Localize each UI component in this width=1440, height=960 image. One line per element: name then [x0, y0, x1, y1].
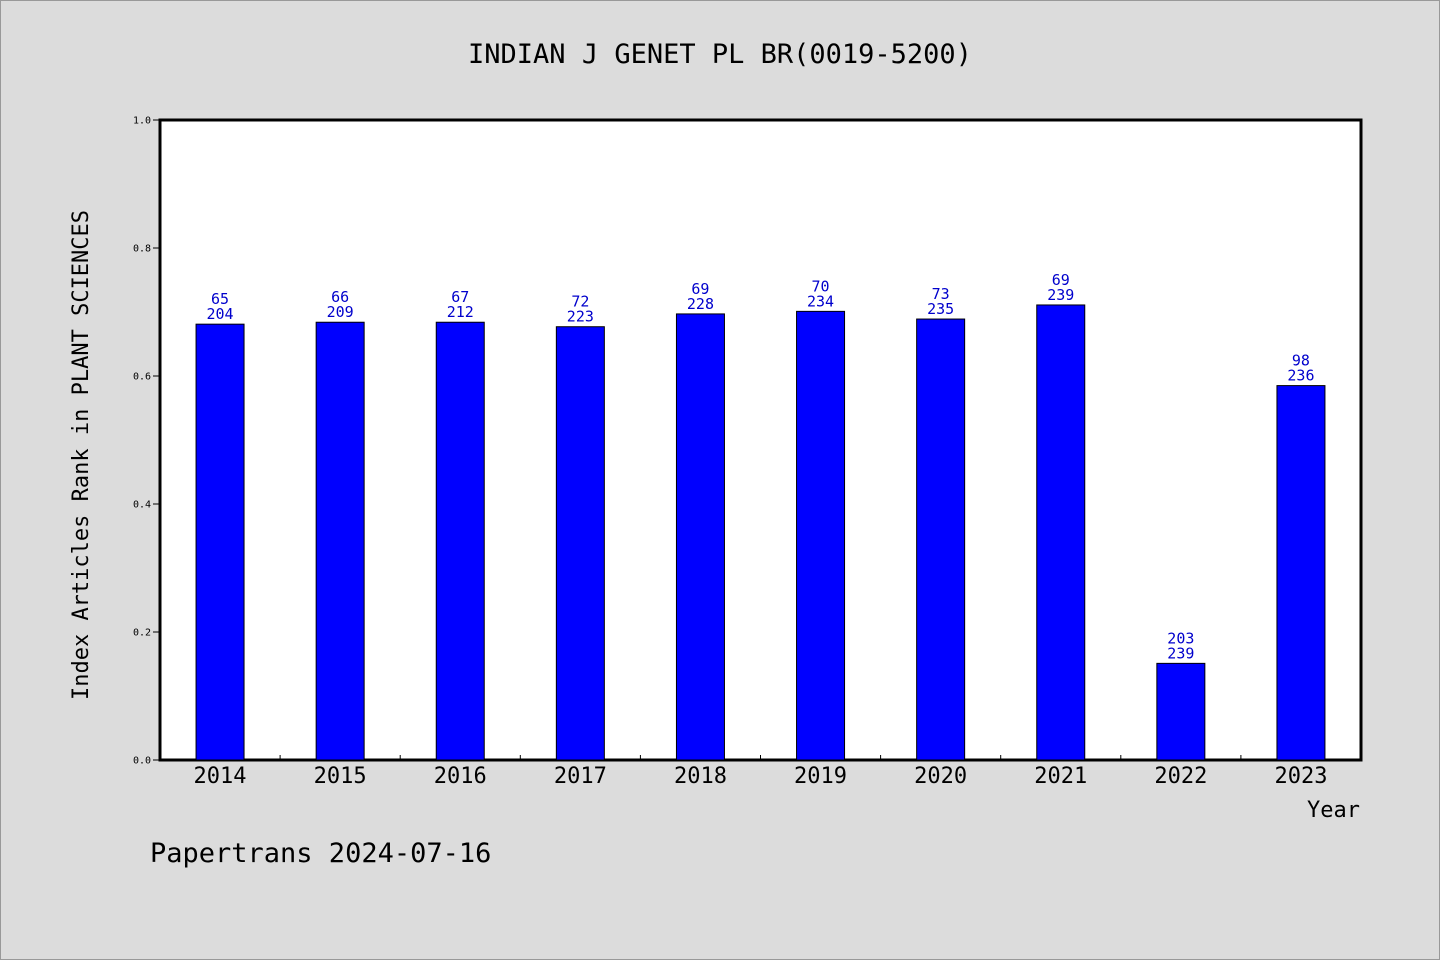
bar: [916, 318, 966, 761]
bar-rank-label: 203: [1167, 629, 1194, 647]
bar-rank-label: 98: [1292, 352, 1310, 370]
bar-rank-label: 69: [1052, 271, 1070, 289]
x-tick-label: 2018: [674, 764, 727, 789]
bar-total-label: 204: [207, 305, 234, 323]
y-tick-label: 0.4: [133, 500, 151, 511]
bar: [195, 323, 245, 761]
x-tick-label: 2016: [434, 764, 487, 789]
y-axis-label: Index Articles Rank in PLANT SCIENCES: [69, 210, 94, 700]
x-axis-label: Year: [1307, 798, 1360, 823]
bar-total-label: 228: [687, 295, 714, 313]
bar-total-label: 239: [1167, 644, 1194, 662]
x-tick-label: 2021: [1034, 764, 1087, 789]
bar-total-label: 212: [447, 303, 474, 321]
x-tick-label: 2023: [1274, 764, 1327, 789]
bar-total-label: 236: [1287, 367, 1314, 385]
bar-total-label: 234: [807, 292, 834, 310]
bar-total-label: 209: [327, 303, 354, 321]
y-tick-label: 0.2: [133, 628, 151, 639]
bar-rank-label: 66: [331, 288, 349, 306]
bar: [435, 321, 485, 761]
chart-title: INDIAN J GENET PL BR(0019-5200): [468, 39, 972, 70]
x-tick-label: 2014: [194, 764, 247, 789]
x-tick-label: 2022: [1154, 764, 1207, 789]
y-tick-label: 1.0: [133, 116, 151, 127]
footer-text: Papertrans 2024-07-16: [150, 838, 491, 869]
x-tick-label: 2015: [314, 764, 367, 789]
x-axis: 2014 2015 2016 2017 2018 2019 2020 2021 2022 2023: [194, 755, 1327, 789]
bar-rank-label: 72: [571, 293, 589, 311]
bar-series: [195, 304, 1326, 761]
bar: [1156, 662, 1206, 761]
bar-total-label: 235: [927, 300, 954, 318]
bar-rank-label: 67: [451, 288, 469, 306]
bar: [1276, 385, 1326, 761]
x-tick-label: 2020: [914, 764, 967, 789]
bar: [796, 310, 846, 761]
bar-total-label: 239: [1047, 286, 1074, 304]
bar-rank-label: 69: [691, 280, 709, 298]
bar-rank-label: 73: [932, 285, 950, 303]
bar: [555, 326, 605, 761]
y-tick-label: 0.0: [133, 756, 151, 767]
bar: [675, 313, 725, 761]
y-tick-label: 0.6: [133, 372, 151, 383]
bar-rank-label: 70: [812, 277, 830, 295]
y-tick-label: 0.8: [133, 244, 151, 255]
x-tick-label: 2017: [554, 764, 607, 789]
bar: [315, 321, 365, 761]
y-axis: 0.0 0.2 0.4 0.6 0.8 1.0: [133, 116, 160, 767]
bar-rank-label: 65: [211, 290, 229, 308]
bar: [1036, 304, 1086, 761]
bar-total-label: 223: [567, 308, 594, 326]
x-tick-label: 2019: [794, 764, 847, 789]
